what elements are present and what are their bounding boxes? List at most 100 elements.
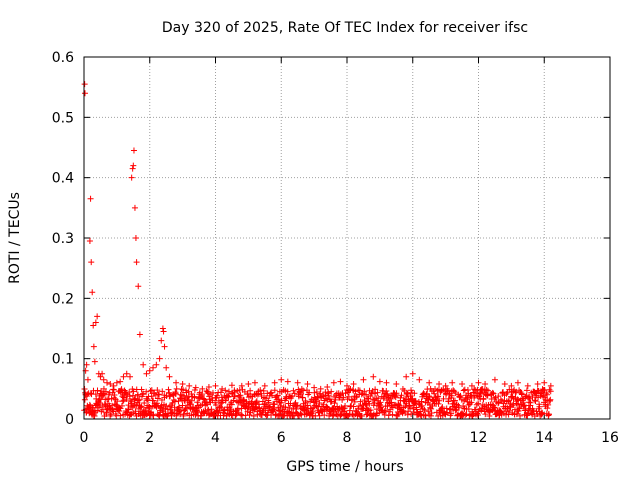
baseline-point [320,401,327,408]
baseline-point [182,406,189,413]
baseline-point [514,396,521,403]
data-point [403,373,410,380]
baseline-point [298,390,305,397]
baseline-point [118,386,125,393]
data-point [501,381,508,388]
baseline-point [130,388,137,395]
data-point [317,385,324,392]
baseline-point [297,410,304,417]
baseline-point [212,402,219,409]
data-point [131,204,138,211]
baseline-point [268,389,275,396]
baseline-point [398,392,405,399]
baseline-point [489,389,496,396]
baseline-point [331,400,338,407]
baseline-point [340,394,347,401]
data-point [442,382,449,389]
data-point [129,165,136,172]
baseline-point [258,393,265,400]
baseline-point [523,387,530,394]
baseline-point [185,396,192,403]
baseline-point [361,397,368,404]
baseline-point [363,391,370,398]
baseline-point [517,412,524,419]
baseline-point [206,396,213,403]
baseline-point [179,402,186,409]
baseline-point [194,399,201,406]
baseline-point [154,387,161,394]
data-point [426,379,433,386]
data-point [251,379,258,386]
baseline-point [324,396,331,403]
baseline-point [491,404,498,411]
data-point [136,331,143,338]
baseline-point [352,388,359,395]
data-point [130,162,137,169]
baseline-point [330,412,337,419]
baseline-point [193,407,200,414]
data-point [143,370,150,377]
data-point [271,379,278,386]
data-point [110,382,117,389]
data-point [245,381,252,388]
data-point [123,370,130,377]
data-point [166,373,173,380]
baseline-point [325,392,332,399]
baseline-point [150,397,157,404]
baseline-point [188,391,195,398]
x-axis-label: GPS time / hours [286,459,403,475]
data-point [107,381,114,388]
baseline-point [452,407,459,414]
baseline-point [425,393,432,400]
data-point [89,289,96,296]
baseline-point [271,401,278,408]
baseline-point [544,405,551,412]
baseline-point [188,397,195,404]
baseline-point [381,411,388,418]
baseline-point [436,397,443,404]
data-point [113,379,120,386]
data-point [228,382,235,389]
baseline-point [214,392,221,399]
x-tick-label: 6 [277,430,286,446]
baseline-point [358,412,365,419]
baseline-point [385,412,392,419]
baseline-point [393,390,400,397]
baseline-point [511,406,518,413]
baseline-point [200,395,207,402]
data-point [475,379,482,386]
baseline-point [131,396,138,403]
data-point [160,328,167,335]
baseline-point [211,412,218,419]
data-point [547,382,554,389]
baseline-point [159,388,166,395]
baseline-point [265,399,272,406]
x-tick-label: 12 [470,430,488,446]
baseline-point [328,388,335,395]
baseline-point [457,392,464,399]
data-point [416,376,423,383]
baseline-point [536,403,543,410]
baseline-point [94,387,101,394]
data-point [81,81,88,88]
data-point [294,379,301,386]
data-point [311,384,318,391]
baseline-point [237,392,244,399]
baseline-point [225,388,232,395]
data-point [120,373,127,380]
baseline-point [427,412,434,419]
baseline-point [418,402,425,409]
baseline-point [225,394,232,401]
baseline-point [102,388,109,395]
baseline-point [440,395,447,402]
axis-ticks: 0 2 4 6 8 10 12 14 16 0 0.1 0.2 0.3 0.4 0.5 0.6 [52,50,619,446]
baseline-point [172,390,179,397]
baseline-point [284,388,291,395]
baseline-point [135,397,142,404]
data-point [304,381,311,388]
baseline-point [148,393,155,400]
data-point [83,361,90,368]
baseline-point [361,388,368,395]
baseline-point [136,396,143,403]
baseline-point [269,392,276,399]
